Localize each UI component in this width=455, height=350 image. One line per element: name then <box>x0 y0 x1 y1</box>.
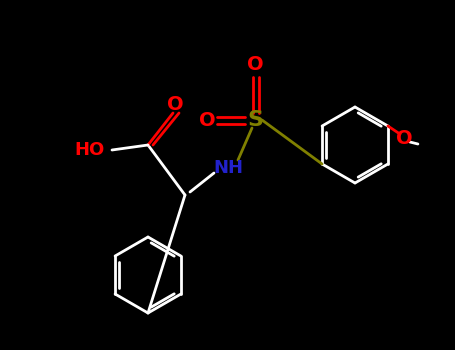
Text: O: O <box>167 96 183 114</box>
Text: HO: HO <box>75 141 105 159</box>
Text: NH: NH <box>213 159 243 177</box>
Text: O: O <box>199 111 215 130</box>
Text: O: O <box>247 56 263 75</box>
Text: O: O <box>395 128 412 147</box>
Text: S: S <box>247 110 263 130</box>
